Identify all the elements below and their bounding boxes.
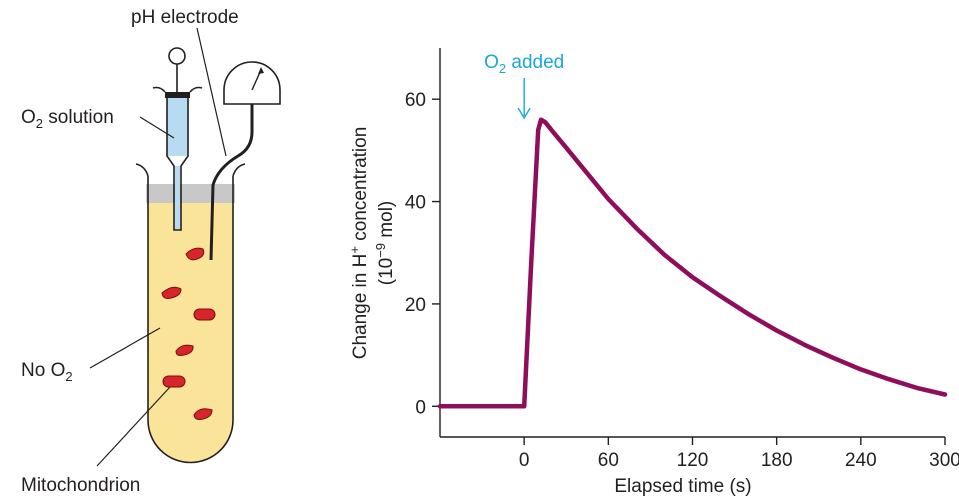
syringe-plunger-head [165,92,190,98]
test-tube-lip-right [232,163,246,177]
mitochondrion [162,375,186,388]
mitochondrion [161,286,182,299]
test-tube-lip-left [135,163,149,177]
ph-meter-needle-tip [258,67,264,74]
mitochondrion [185,247,205,261]
o2-solution-leader [139,116,175,139]
syringe-plunger-knob [168,47,186,65]
x-tick-label: 300 [929,450,959,471]
ph-chart: 0 20 40 60 0 60 120 180 240 300 Change in H+ con… [347,48,959,497]
y-ticks: 0 20 40 60 [405,90,440,418]
o2-solution-label: O2 solution [21,107,114,131]
syringe-flange-left [152,86,166,93]
syringe-barrel-fluid [167,96,188,156]
mitochondria-group [161,247,216,420]
y-axis-label-line2: (10−9 mol) [373,201,397,286]
stopper [146,184,235,203]
series-line [437,117,948,409]
x-axis-label: Elapsed time (s) [614,476,751,497]
ph-meter-body [223,61,281,105]
mitochondrion [175,344,194,356]
syringe-barrel [166,92,189,231]
no-o2-label: No O2 [21,360,73,384]
y-axis-label-line1: Change in H+ concentration [347,127,371,360]
mitochondrion-label: Mitochondrion [21,475,140,496]
syringe-flange-right [189,86,203,93]
x-ticks: 0 60 120 180 240 300 [519,437,959,471]
electrode-cable [209,104,254,261]
mitochondrion [193,308,216,321]
ph-electrode-leader [196,27,227,157]
o2-added-arrow-head [517,107,531,120]
no-o2-leader [89,327,161,369]
o2-added-annotation: O2 added [484,52,564,120]
syringe [152,47,203,231]
x-tick-label: 0 [519,450,530,471]
x-tick-label: 60 [598,450,619,471]
y-tick-label: 0 [415,397,426,418]
y-tick-label: 60 [405,90,426,111]
mitochondrion-leader [96,386,171,467]
x-tick-label: 120 [677,450,709,471]
test-tube-medium [148,202,233,463]
mitochondrion [193,408,213,420]
x-tick-label: 240 [845,450,877,471]
o2-added-label: O2 added [484,52,564,76]
ph-meter [223,61,281,105]
y-tick-label: 20 [405,295,426,316]
test-tube-outline [147,176,234,464]
chart-axes [439,48,945,438]
y-tick-label: 40 [405,193,426,214]
ph-electrode-label: pH electrode [131,7,239,28]
apparatus-diagram: pH electrode O2 solution No O2 Mitochond… [21,7,281,496]
syringe-needle-fluid [175,166,180,229]
x-tick-label: 180 [761,450,793,471]
